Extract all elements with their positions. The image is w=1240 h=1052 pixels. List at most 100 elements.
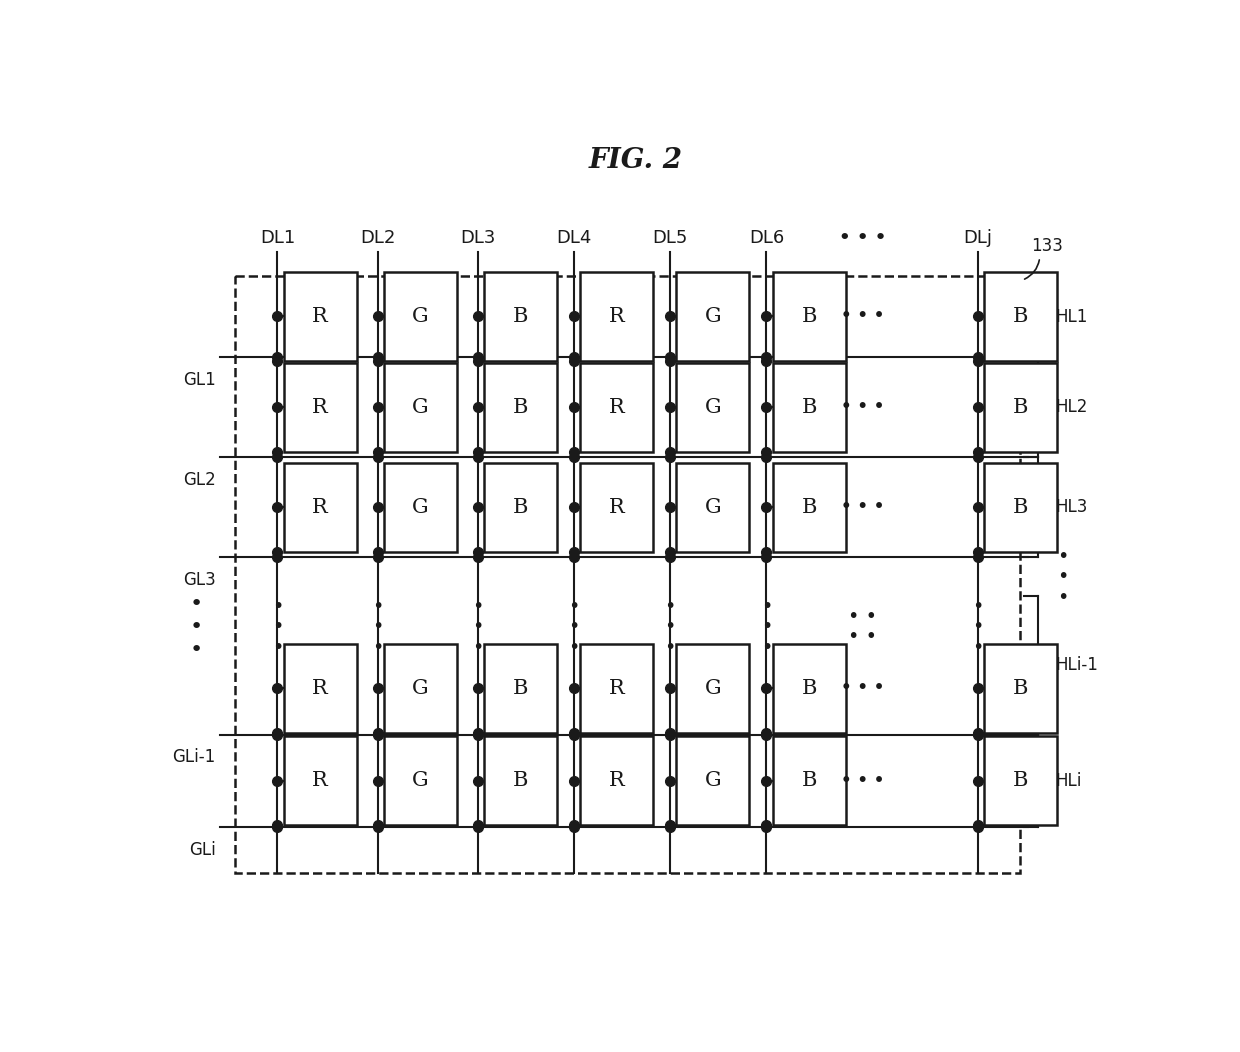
Text: G: G (412, 771, 429, 790)
Text: B: B (1013, 679, 1028, 697)
Text: B: B (801, 498, 817, 517)
Bar (484, 272, 557, 361)
Bar (383, 363, 456, 451)
Text: G: G (704, 307, 722, 326)
Text: GL3: GL3 (184, 571, 216, 589)
Text: G: G (704, 398, 722, 417)
Bar (773, 272, 846, 361)
Text: G: G (704, 498, 722, 517)
Text: G: G (412, 307, 429, 326)
Text: B: B (1013, 498, 1028, 517)
Text: HL2: HL2 (1055, 399, 1087, 417)
Bar (773, 644, 846, 732)
Bar (985, 463, 1058, 551)
Text: B: B (801, 771, 817, 790)
Text: R: R (609, 498, 625, 517)
Text: G: G (412, 679, 429, 697)
Text: • • •: • • • (841, 399, 884, 417)
Bar (676, 363, 749, 451)
Text: GLi-1: GLi-1 (172, 748, 216, 767)
Bar (773, 736, 846, 825)
Text: HLi: HLi (1055, 772, 1081, 790)
Bar (484, 736, 557, 825)
Bar (773, 363, 846, 451)
Bar (580, 363, 653, 451)
Text: •
•
•: • • • (472, 596, 484, 656)
Bar (484, 463, 557, 551)
Bar (580, 644, 653, 732)
Text: •
•
•: • • • (1058, 547, 1069, 607)
Text: B: B (801, 398, 817, 417)
Text: 133: 133 (1032, 237, 1064, 255)
Bar (985, 363, 1058, 451)
Text: GL1: GL1 (184, 371, 216, 389)
Bar (284, 363, 357, 451)
Bar (284, 644, 357, 732)
Text: B: B (512, 498, 528, 517)
Text: •
•
•: • • • (190, 593, 203, 660)
Text: •
•
•: • • • (665, 596, 676, 656)
Text: • • •: • • • (839, 229, 887, 247)
Bar (676, 644, 749, 732)
Text: B: B (512, 679, 528, 697)
Text: • • •: • • • (841, 772, 884, 790)
Text: B: B (1013, 771, 1028, 790)
Text: DL3: DL3 (460, 229, 495, 247)
Bar (580, 272, 653, 361)
Text: • • •: • • • (841, 307, 884, 325)
Text: R: R (609, 771, 625, 790)
Bar (676, 736, 749, 825)
Text: B: B (801, 307, 817, 326)
Text: DL4: DL4 (557, 229, 591, 247)
Text: G: G (704, 679, 722, 697)
Text: B: B (1013, 307, 1028, 326)
Text: DL1: DL1 (260, 229, 295, 247)
Text: GL2: GL2 (184, 471, 216, 489)
Text: • • •: • • • (841, 680, 884, 697)
Text: R: R (609, 398, 625, 417)
Bar (985, 644, 1058, 732)
Bar (383, 272, 456, 361)
Text: •
•
•: • • • (568, 596, 579, 656)
Bar (236, 277, 1021, 873)
Bar (580, 463, 653, 551)
Text: G: G (412, 398, 429, 417)
Bar (580, 736, 653, 825)
Text: B: B (1013, 398, 1028, 417)
Bar (284, 463, 357, 551)
Text: B: B (512, 771, 528, 790)
Text: • •
• •: • • • • (848, 607, 877, 647)
Text: G: G (704, 771, 722, 790)
Text: •
•
•: • • • (760, 596, 773, 656)
Bar (484, 644, 557, 732)
Text: •
•
•: • • • (972, 596, 983, 656)
Text: R: R (609, 307, 625, 326)
Text: HL1: HL1 (1055, 308, 1087, 326)
Bar (383, 644, 456, 732)
Text: B: B (512, 307, 528, 326)
Text: R: R (609, 679, 625, 697)
Text: •
•
•: • • • (272, 596, 283, 656)
Text: DL2: DL2 (360, 229, 396, 247)
Bar (484, 363, 557, 451)
Text: B: B (512, 398, 528, 417)
Text: DL5: DL5 (652, 229, 688, 247)
Text: B: B (801, 679, 817, 697)
Text: FIG. 2: FIG. 2 (589, 147, 682, 175)
Text: GLi: GLi (190, 841, 216, 858)
Bar (383, 736, 456, 825)
Text: R: R (312, 771, 329, 790)
Text: DLj: DLj (963, 229, 993, 247)
Bar (676, 463, 749, 551)
Text: R: R (312, 307, 329, 326)
Bar (773, 463, 846, 551)
Text: G: G (412, 498, 429, 517)
Bar (985, 736, 1058, 825)
Text: • • •: • • • (841, 499, 884, 517)
Text: R: R (312, 679, 329, 697)
Bar (383, 463, 456, 551)
Text: •
•
•: • • • (372, 596, 383, 656)
Bar (676, 272, 749, 361)
Bar (284, 272, 357, 361)
Text: HL3: HL3 (1055, 499, 1087, 517)
